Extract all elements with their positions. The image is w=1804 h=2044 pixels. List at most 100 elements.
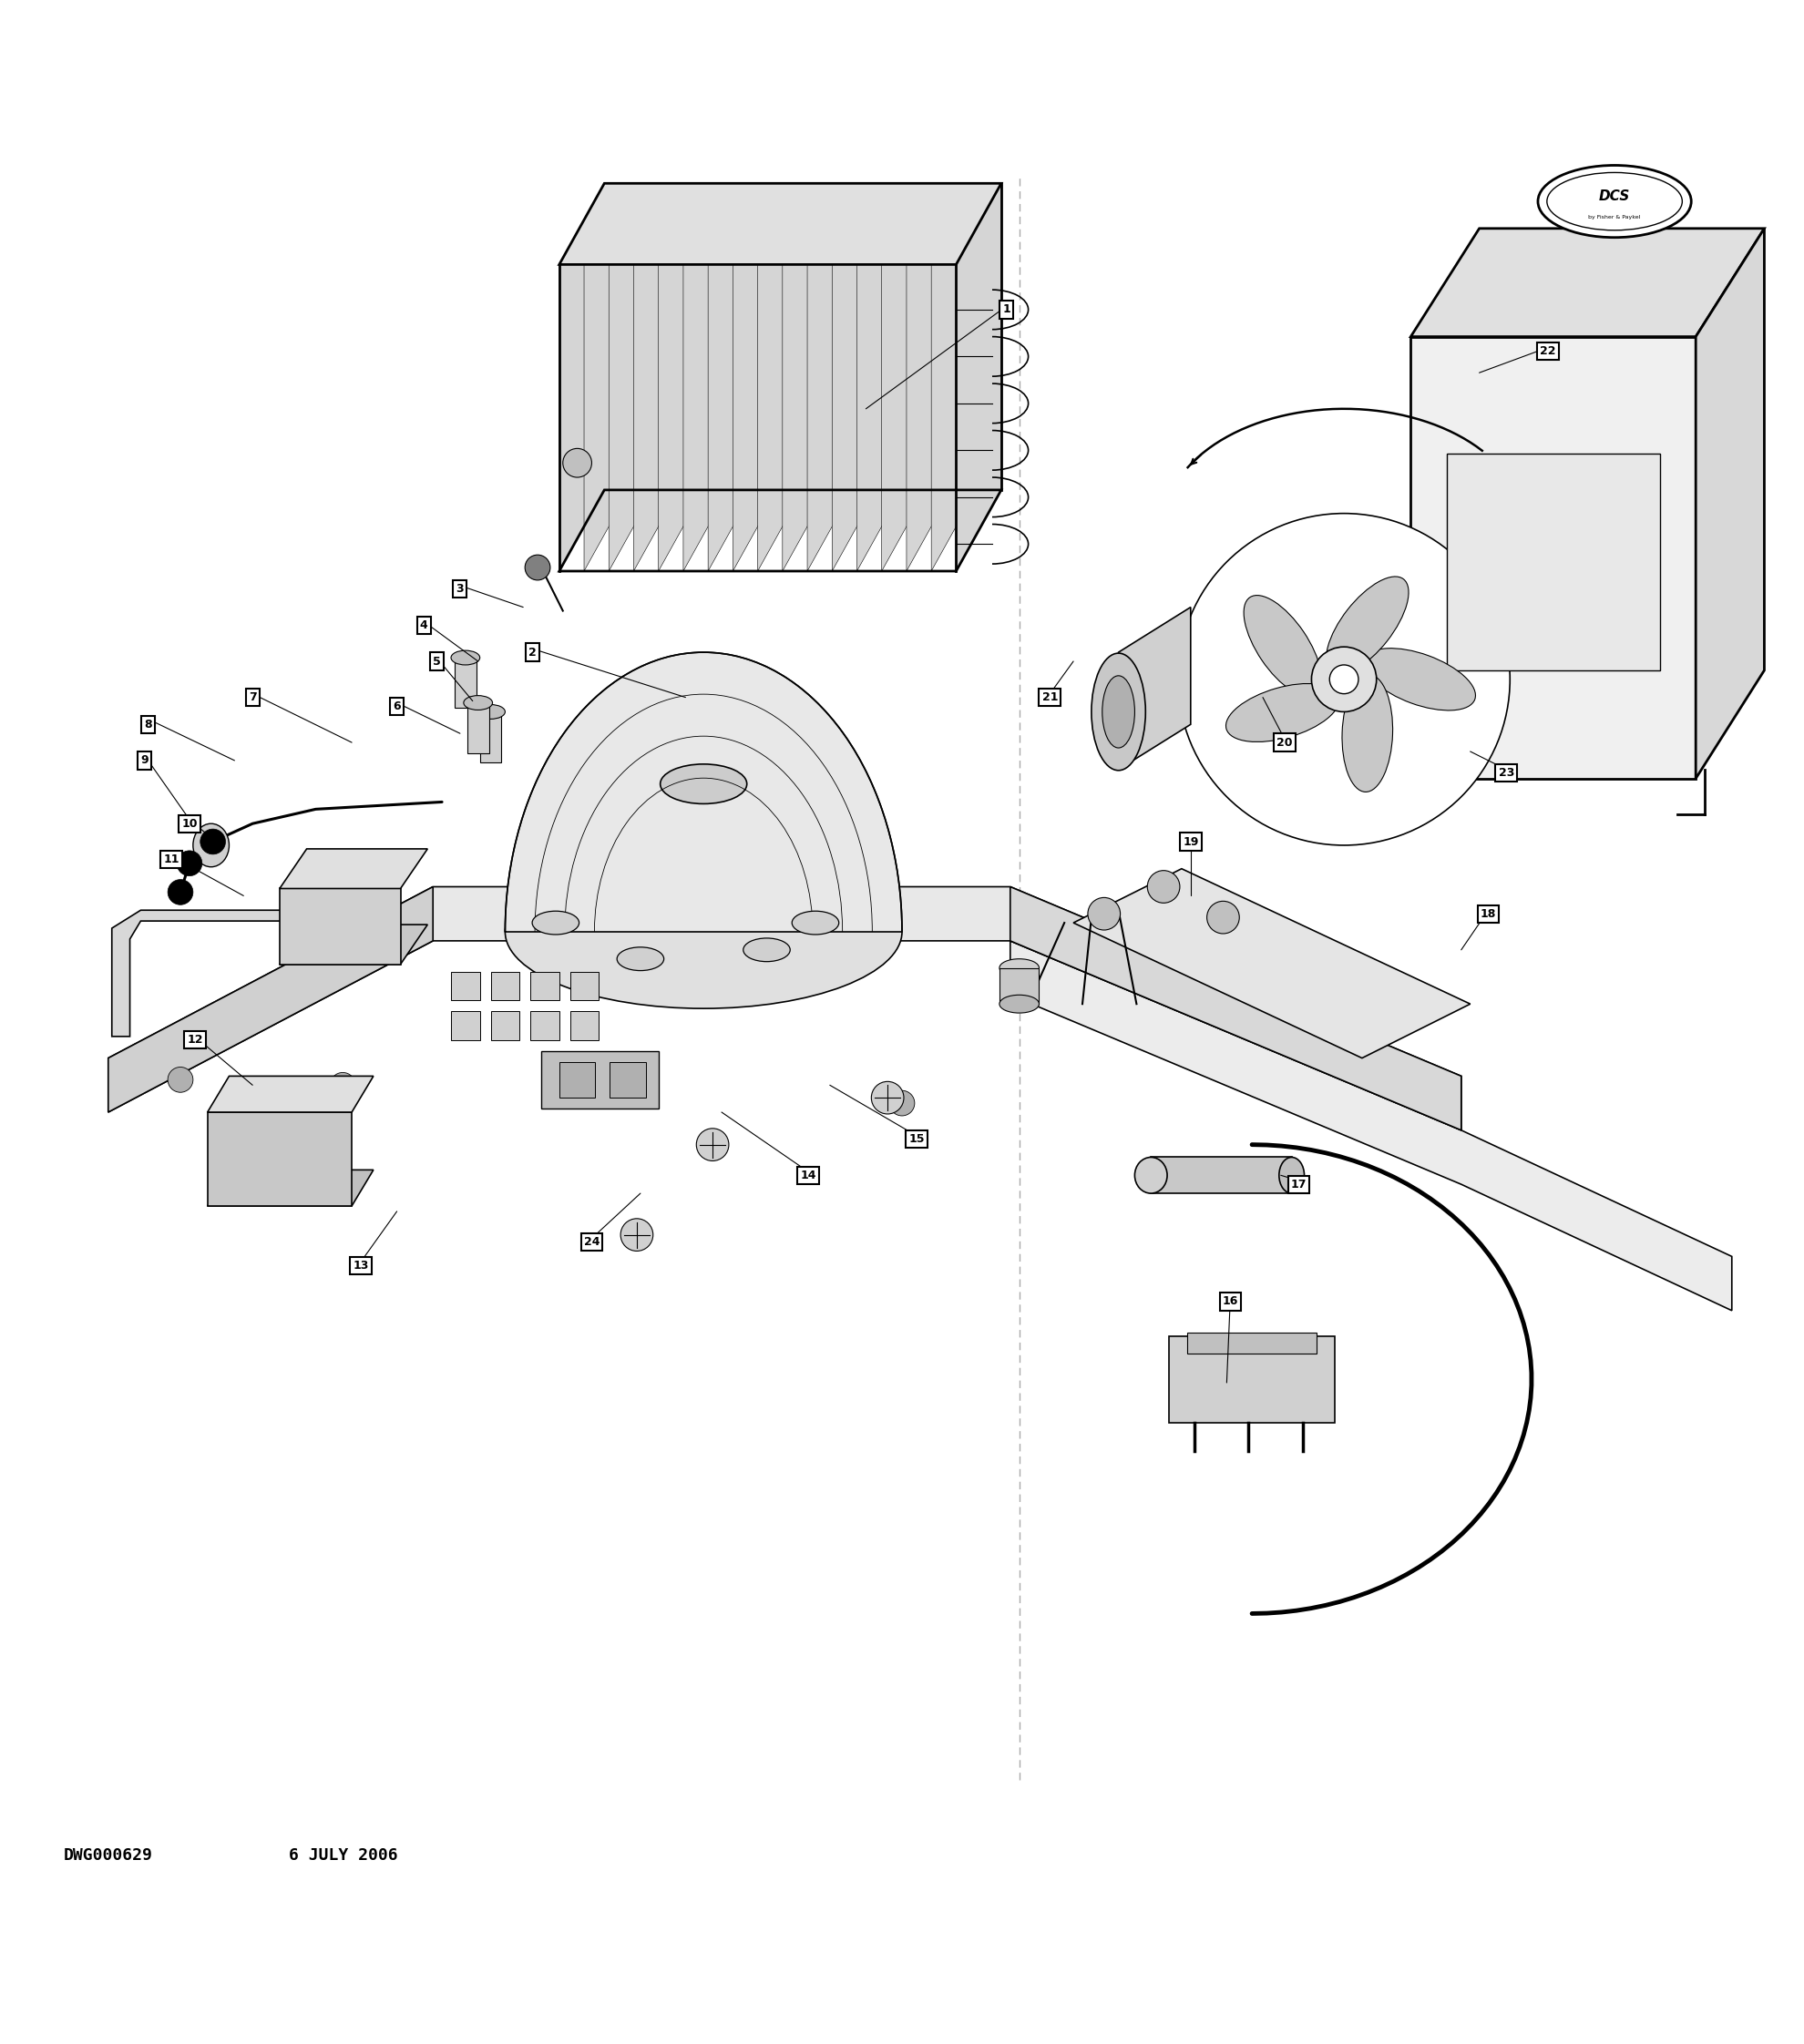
Ellipse shape xyxy=(1135,1157,1167,1194)
Text: 1: 1 xyxy=(1003,305,1010,315)
Bar xyxy=(1447,454,1660,670)
Text: by Fisher & Paykel: by Fisher & Paykel xyxy=(1589,215,1640,221)
Polygon shape xyxy=(832,184,877,570)
Bar xyxy=(530,971,559,1000)
Polygon shape xyxy=(931,184,976,570)
Circle shape xyxy=(871,1081,904,1114)
Polygon shape xyxy=(1118,607,1191,769)
Ellipse shape xyxy=(193,824,229,867)
Polygon shape xyxy=(684,184,729,570)
Text: 15: 15 xyxy=(909,1132,924,1145)
Ellipse shape xyxy=(999,959,1039,977)
Text: 13: 13 xyxy=(354,1259,368,1271)
Ellipse shape xyxy=(660,764,747,803)
Text: DCS: DCS xyxy=(1598,190,1631,202)
Polygon shape xyxy=(658,184,704,570)
Polygon shape xyxy=(108,887,1461,1130)
Bar xyxy=(610,1061,646,1098)
Text: 23: 23 xyxy=(1499,766,1514,779)
Polygon shape xyxy=(559,184,604,570)
Bar xyxy=(530,1012,559,1040)
Circle shape xyxy=(1312,646,1376,711)
Polygon shape xyxy=(559,184,1001,264)
Circle shape xyxy=(200,830,226,854)
Text: 6 JULY 2006: 6 JULY 2006 xyxy=(289,1848,397,1864)
Polygon shape xyxy=(707,184,754,570)
Text: 4: 4 xyxy=(420,619,428,632)
Polygon shape xyxy=(610,184,655,570)
Circle shape xyxy=(889,1091,915,1116)
Circle shape xyxy=(525,554,550,580)
Circle shape xyxy=(168,879,193,905)
Circle shape xyxy=(696,1128,729,1161)
Polygon shape xyxy=(857,184,902,570)
Ellipse shape xyxy=(1364,648,1476,711)
Ellipse shape xyxy=(532,912,579,934)
Polygon shape xyxy=(1010,940,1732,1310)
Polygon shape xyxy=(207,1112,352,1206)
Polygon shape xyxy=(280,924,428,965)
Polygon shape xyxy=(207,1169,373,1206)
Bar xyxy=(559,1061,595,1098)
Polygon shape xyxy=(882,184,927,570)
Text: 6: 6 xyxy=(393,701,400,711)
Bar xyxy=(1169,1337,1335,1423)
Bar xyxy=(451,971,480,1000)
Text: 11: 11 xyxy=(164,854,179,865)
Ellipse shape xyxy=(1227,683,1339,742)
Circle shape xyxy=(177,850,202,877)
Circle shape xyxy=(330,1073,355,1098)
Bar xyxy=(999,969,1039,1004)
Circle shape xyxy=(1330,664,1358,693)
Polygon shape xyxy=(280,848,428,889)
Ellipse shape xyxy=(1326,576,1409,675)
Bar xyxy=(570,1012,599,1040)
Bar xyxy=(491,1012,520,1040)
Text: 16: 16 xyxy=(1223,1296,1238,1308)
Polygon shape xyxy=(956,184,1001,570)
Polygon shape xyxy=(732,184,778,570)
Circle shape xyxy=(621,1218,653,1251)
Ellipse shape xyxy=(1279,1157,1304,1194)
Polygon shape xyxy=(1411,229,1764,337)
Bar xyxy=(541,1051,658,1108)
Circle shape xyxy=(1207,901,1239,934)
Bar xyxy=(451,1012,480,1040)
Polygon shape xyxy=(783,184,828,570)
Polygon shape xyxy=(906,184,953,570)
Polygon shape xyxy=(207,1075,373,1112)
Ellipse shape xyxy=(1243,595,1322,697)
Ellipse shape xyxy=(1091,654,1146,771)
Polygon shape xyxy=(1073,869,1470,1059)
Text: DWG000629: DWG000629 xyxy=(63,1848,152,1864)
Ellipse shape xyxy=(1342,675,1393,791)
Ellipse shape xyxy=(505,854,902,1008)
Circle shape xyxy=(563,448,592,478)
Bar xyxy=(1151,1157,1292,1194)
Ellipse shape xyxy=(743,938,790,961)
Text: 9: 9 xyxy=(141,754,148,766)
Polygon shape xyxy=(633,184,678,570)
Text: 14: 14 xyxy=(801,1169,815,1181)
Text: 19: 19 xyxy=(1183,836,1198,848)
Polygon shape xyxy=(112,910,289,1036)
Text: 20: 20 xyxy=(1277,736,1292,748)
Ellipse shape xyxy=(464,695,492,709)
Text: 24: 24 xyxy=(584,1237,599,1249)
Polygon shape xyxy=(505,652,902,932)
Circle shape xyxy=(1178,513,1510,846)
Text: 7: 7 xyxy=(249,691,256,703)
Text: 21: 21 xyxy=(1043,691,1057,703)
Bar xyxy=(480,711,502,762)
Ellipse shape xyxy=(1537,166,1692,237)
Polygon shape xyxy=(1411,337,1696,779)
Ellipse shape xyxy=(1102,677,1135,748)
Text: 18: 18 xyxy=(1481,908,1496,920)
Text: 22: 22 xyxy=(1541,345,1555,358)
Text: 3: 3 xyxy=(456,583,464,595)
Text: 2: 2 xyxy=(529,646,536,658)
Circle shape xyxy=(1088,897,1120,930)
Circle shape xyxy=(1147,871,1180,903)
Ellipse shape xyxy=(451,650,480,664)
Text: 12: 12 xyxy=(188,1034,202,1047)
